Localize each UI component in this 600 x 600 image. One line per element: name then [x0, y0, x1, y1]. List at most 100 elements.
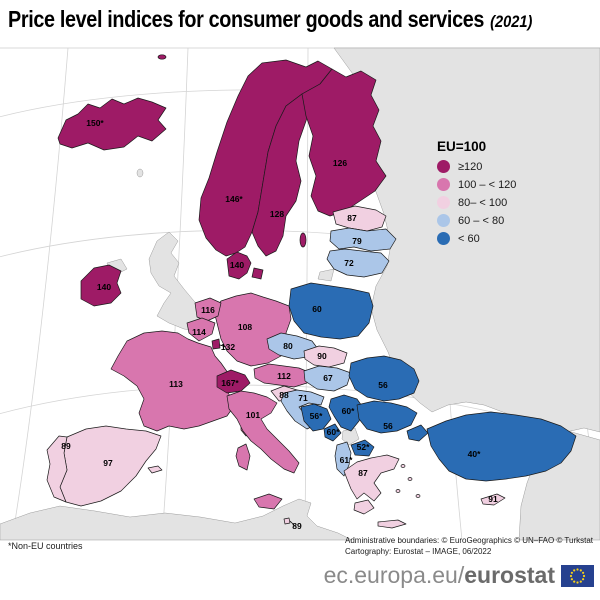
map-legend: EU=100 ≥120 100 – < 120 80– < 100 60 – <… [437, 139, 516, 249]
legend-swatch-ge120 [437, 160, 450, 173]
country-shape-denmark [226, 251, 252, 280]
island-jan-mayen [157, 54, 167, 60]
leader-line-luxembourg [219, 344, 227, 348]
value-label-slovakia: 90 [317, 351, 327, 361]
value-label-france: 113 [169, 379, 183, 389]
island-balearics [147, 465, 163, 474]
country-shape-lithuania [326, 248, 390, 278]
value-label-germany: 108 [238, 322, 252, 332]
legend-label: 60 – < 80 [458, 214, 505, 227]
value-label-cyprus: 91 [488, 494, 498, 504]
legend-swatch-80to100 [437, 196, 450, 209]
legend-swatch-lt60 [437, 232, 450, 245]
legend-heading: EU=100 [437, 139, 487, 154]
title-year: (2021) [490, 12, 533, 31]
value-label-denmark: 140 [230, 260, 244, 270]
country-shape-north-macedonia [350, 439, 375, 457]
value-label-bulgaria: 56 [383, 421, 393, 431]
legend-label: ≥120 [458, 160, 483, 173]
value-label-norway: 146* [225, 194, 243, 204]
aegean-island-3 [395, 489, 401, 493]
country-shape-iceland [57, 97, 167, 151]
value-label-greece: 87 [358, 468, 368, 478]
value-label-austria: 112 [277, 371, 291, 381]
value-label-turkey: 40* [468, 449, 481, 459]
aegean-island-2 [407, 477, 413, 481]
value-label-spain: 97 [103, 458, 113, 468]
country-shape-greece [343, 454, 400, 502]
eurostat-logo: ec.europa.eu/eurostat [324, 562, 594, 589]
country-shape-austria [253, 363, 312, 388]
country-shape-turkey [426, 411, 577, 482]
country-shape-montenegro [323, 423, 342, 442]
country-shape-italy [226, 390, 300, 474]
value-label-latvia: 79 [352, 236, 362, 246]
legend-item: 80– < 100 [437, 195, 516, 210]
country-shape-romania [348, 355, 420, 402]
legend-label: 100 – < 120 [458, 178, 517, 191]
country-shape-france [110, 330, 235, 432]
aegean-island-4 [415, 494, 421, 498]
island-sicily [253, 493, 283, 510]
country-shape-finland [301, 68, 387, 217]
country-shape-malta [283, 517, 291, 525]
label-leader-lines [219, 344, 296, 527]
country-shape-sweden [251, 93, 313, 257]
value-label-slovenia: 88 [279, 390, 289, 400]
value-label-belgium: 114 [192, 327, 206, 337]
credits-boundaries: Administrative boundaries: © EuroGeograp… [345, 536, 594, 545]
value-label-serbia: 60* [342, 406, 355, 416]
aegean-island-1 [400, 464, 406, 468]
logo-url-prefix: ec.europa.eu/ [323, 562, 465, 588]
legend-swatch-100to120 [437, 178, 450, 191]
credits: Administrative boundaries: © EuroGeograp… [345, 535, 593, 557]
value-label-iceland: 150* [86, 118, 104, 128]
eu-flag-icon [561, 564, 594, 587]
country-shape-netherlands [194, 297, 222, 322]
leader-line-malta [289, 520, 296, 527]
country-shape-belgium [186, 317, 216, 342]
value-label-croatia: 71 [298, 393, 308, 403]
footnote: *Non-EU countries [8, 541, 83, 551]
legend-swatch-60to80 [437, 214, 450, 227]
country-shape-turkey-thrace [406, 424, 429, 442]
value-label-ireland: 140 [97, 282, 111, 292]
value-label-portugal: 89 [61, 441, 71, 451]
legend-label: < 60 [458, 232, 480, 245]
value-label-finland: 126 [333, 158, 347, 168]
legend-item: 100 – < 120 [437, 177, 516, 192]
legend-item: 60 – < 80 [437, 213, 516, 228]
island-zealand [251, 267, 264, 280]
value-label-romania: 56 [378, 380, 388, 390]
value-label-bosnia: 56* [310, 411, 323, 421]
country-shape-estonia [332, 205, 387, 232]
credits-cartography: Cartography: Eurostat – IMAGE, 06/2022 [345, 547, 492, 556]
island-gotland [299, 232, 307, 248]
logo-url-bold: eurostat [464, 562, 555, 588]
country-shape-hungary [303, 365, 352, 392]
page-title: Price level indices for consumer goods a… [8, 6, 532, 33]
value-label-albania: 61* [340, 455, 353, 465]
country-shape-latvia [329, 227, 397, 252]
value-label-italy: 101 [246, 410, 260, 420]
legend-item: ≥120 [437, 159, 516, 174]
country-shape-switzerland [216, 369, 251, 394]
country-shape-poland [288, 282, 374, 340]
value-label-luxembourg: 132 [221, 342, 235, 352]
value-label-estonia: 87 [347, 213, 357, 223]
country-shape-bulgaria [356, 400, 418, 434]
value-label-north_macedonia: 52* [357, 442, 370, 452]
legend-item: < 60 [437, 231, 516, 246]
value-label-poland: 60 [312, 304, 322, 314]
country-shapes [46, 54, 577, 529]
island-sardinia [235, 443, 251, 471]
country-shape-ireland [80, 264, 122, 307]
value-label-lithuania: 72 [344, 258, 354, 268]
no-data-landmass [0, 47, 600, 541]
title-text: Price level indices for consumer goods a… [8, 6, 485, 32]
country-shape-serbia [328, 394, 365, 432]
country-shape-kaliningrad [317, 268, 335, 282]
country-shape-cyprus [480, 493, 506, 506]
island-crete [377, 519, 407, 529]
